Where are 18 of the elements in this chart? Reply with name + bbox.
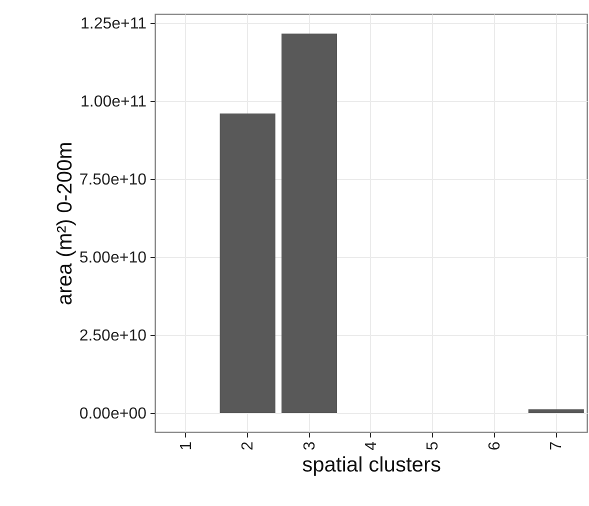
y-axis-title: area (m²) 0-200m <box>53 142 76 306</box>
bar <box>282 34 338 413</box>
x-tick-label: 1 <box>178 441 195 450</box>
x-axis-title: spatial clusters <box>302 453 441 476</box>
x-tick-label: 2 <box>240 441 257 450</box>
bar <box>220 114 276 413</box>
y-tick-label: 1.25e+11 <box>80 16 147 33</box>
y-tick-label: 5.00e+10 <box>79 250 147 266</box>
x-tick-label: 5 <box>424 441 442 450</box>
y-tick-label: 1.00e+11 <box>80 94 147 111</box>
y-tick-label: 2.50e+10 <box>79 327 147 344</box>
x-tick-label: 4 <box>363 441 380 450</box>
y-tick-label: 0.00e+00 <box>79 405 147 422</box>
x-tick-label: 6 <box>486 441 504 450</box>
bar <box>528 409 584 413</box>
x-tick-label: 7 <box>548 441 566 450</box>
x-tick-label: 3 <box>301 441 318 450</box>
y-tick-label: 7.50e+10 <box>79 172 147 189</box>
